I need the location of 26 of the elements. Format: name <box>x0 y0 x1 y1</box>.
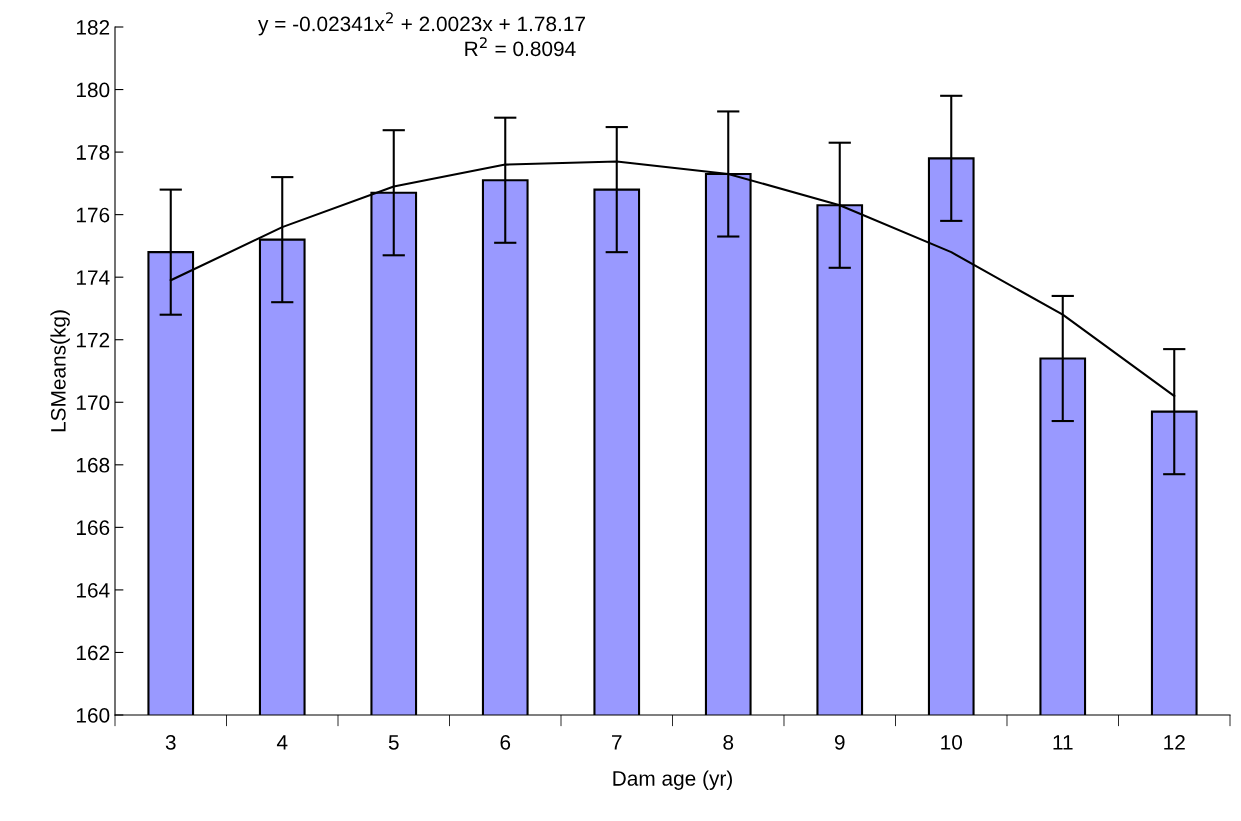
x-tick-label: 12 <box>1164 734 1185 750</box>
y-tick-label: 162 <box>76 645 110 661</box>
y-axis-title: LSMeans(kg) <box>50 310 70 432</box>
x-tick-label: 3 <box>165 734 176 750</box>
annotation: y = -0.02341x$^{2}$ + 2.0023x + 1.78.17 <box>258 12 585 36</box>
y-tick-label: 174 <box>76 270 110 285</box>
x-axis-title: Dam age (yr) <box>613 770 732 790</box>
annotation: R$^{2}$ = 0.8094 <box>465 37 576 57</box>
x-tick-label: 11 <box>1053 735 1073 750</box>
y-tick-label: 182 <box>76 20 110 35</box>
y-tick-label: 180 <box>76 82 110 98</box>
x-tick-label: 6 <box>500 734 511 750</box>
y-tick-label: 170 <box>76 395 110 411</box>
y-tick-label: 160 <box>76 708 110 723</box>
y-tick-label: 178 <box>76 145 110 160</box>
x-tick-label: 10 <box>941 734 963 750</box>
x-tick-label: 8 <box>723 734 734 750</box>
y-tick-label: 168 <box>76 457 110 473</box>
y-tick-label: 176 <box>76 207 110 223</box>
x-tick-label: 7 <box>612 735 622 750</box>
x-tick-label: 9 <box>834 734 845 750</box>
y-tick-label: 166 <box>76 520 110 536</box>
y-tick-label: 164 <box>76 582 110 598</box>
x-tick-label: 5 <box>388 735 399 750</box>
x-tick-label: 4 <box>276 735 288 750</box>
y-tick-label: 172 <box>76 332 110 348</box>
